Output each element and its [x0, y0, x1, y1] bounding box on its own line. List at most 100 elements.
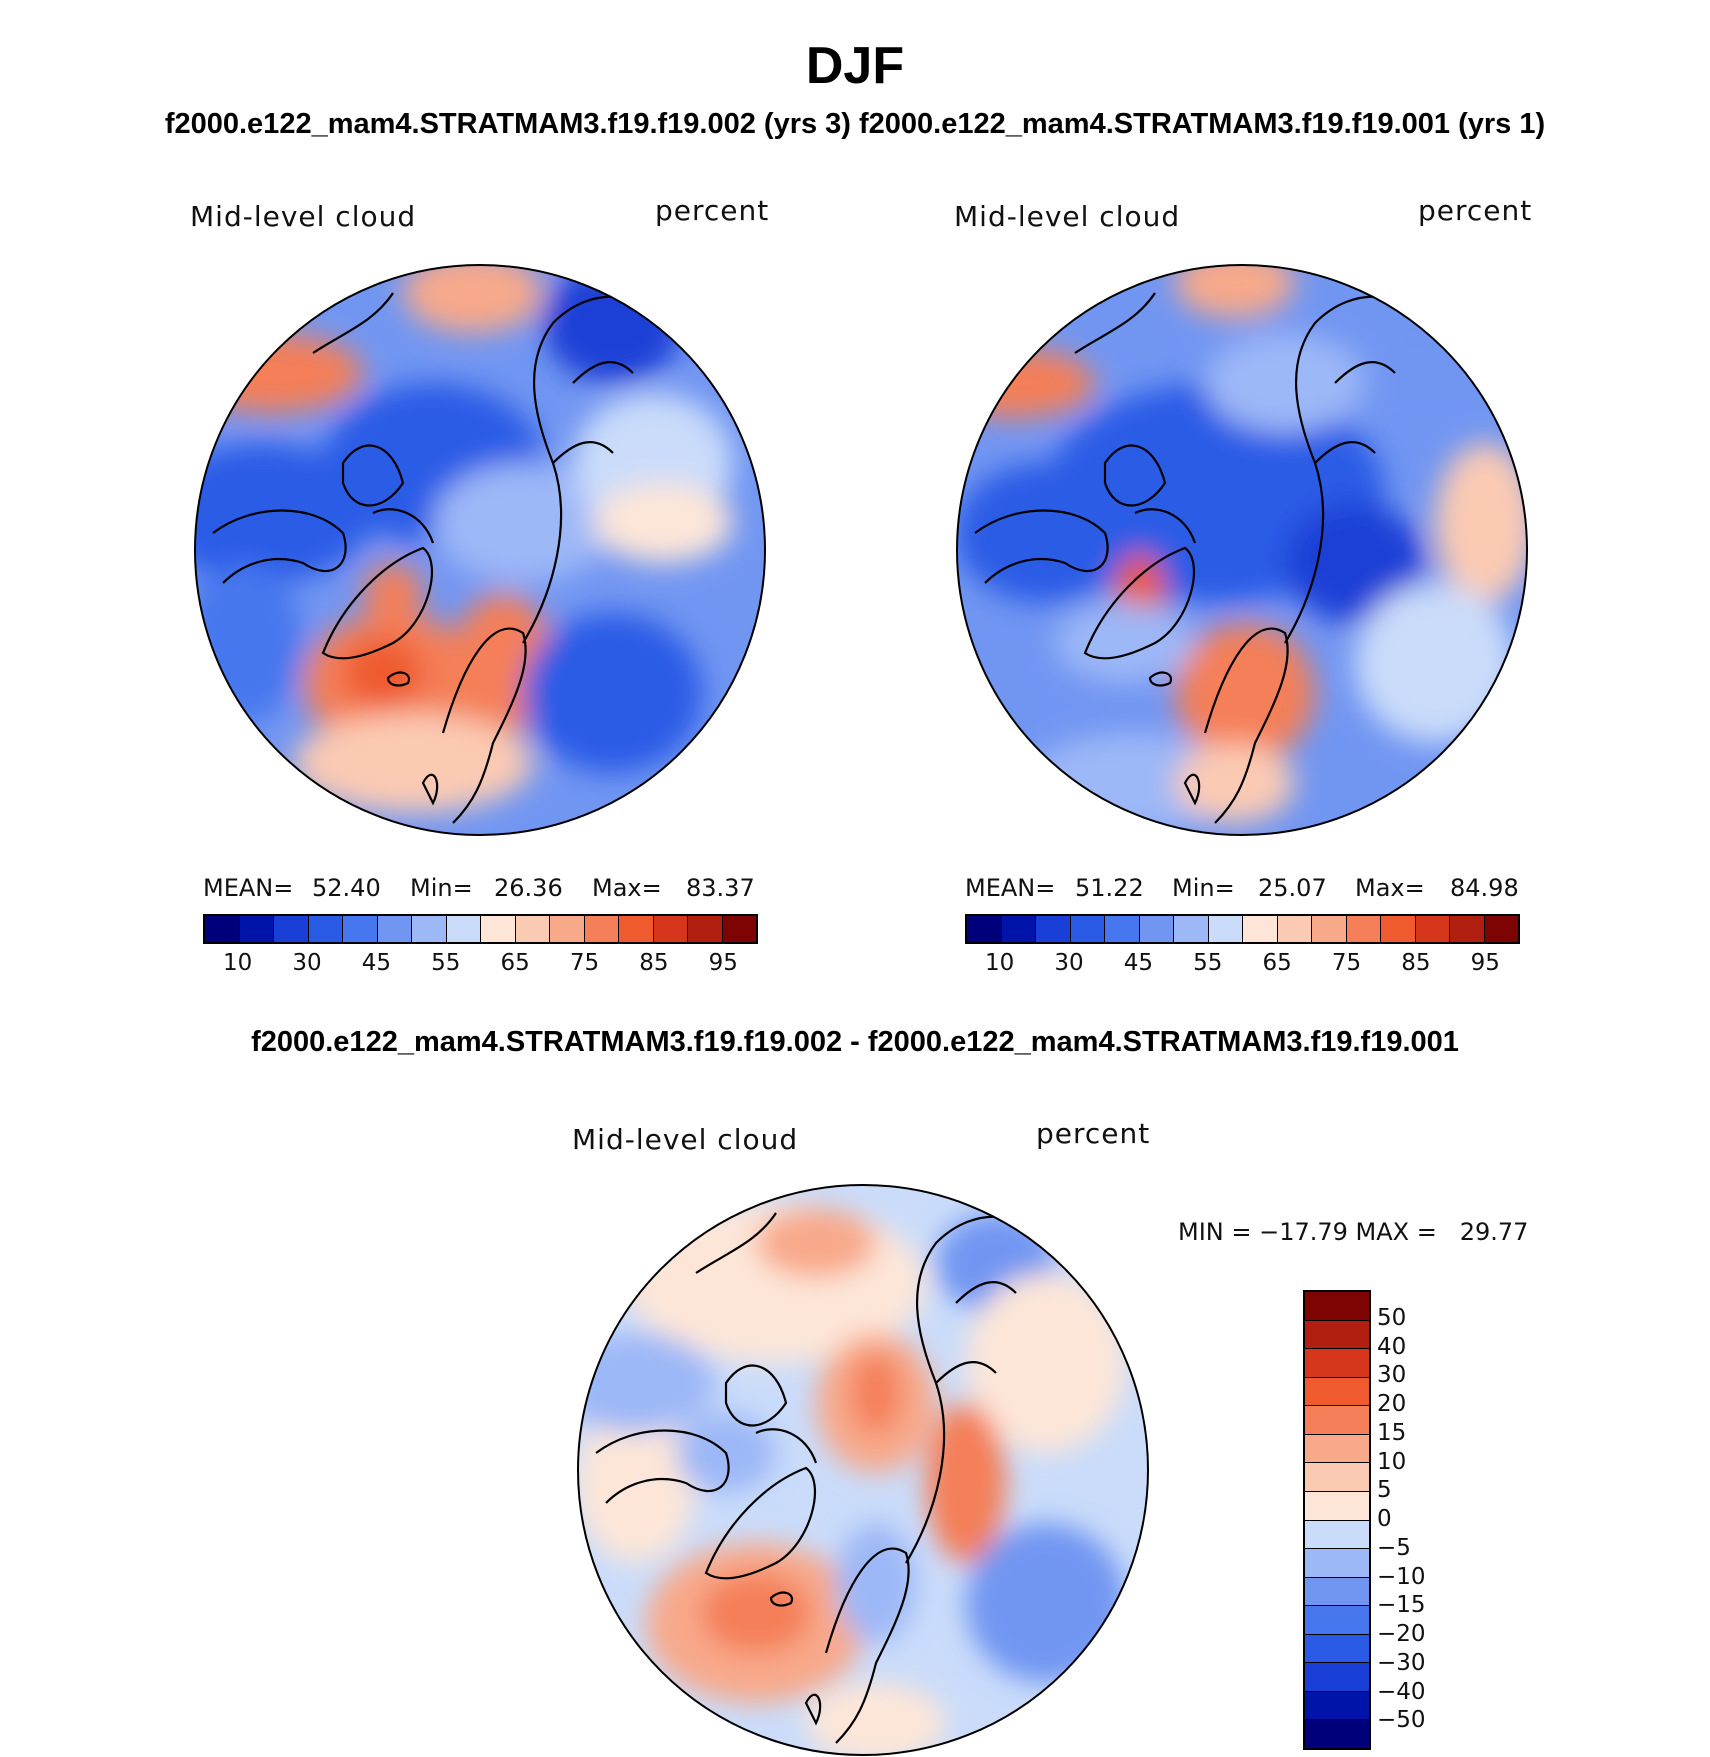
left-colorbar-swatch	[274, 916, 309, 942]
diff-colorbar-swatch	[1305, 1549, 1369, 1578]
right-coast-archipelago	[1103, 444, 1197, 544]
diff-colorbar-tick-label: 10	[1377, 1448, 1407, 1475]
left-colorbar-swatch	[619, 916, 654, 942]
diff-colorbar-swatch	[1305, 1377, 1369, 1407]
right-colorbar-tick-label: 75	[1331, 950, 1362, 976]
right-coast-northamerica	[974, 509, 1109, 584]
right-colorbar-swatch	[1139, 916, 1174, 942]
diff-colorbar-swatch	[1305, 1292, 1369, 1321]
diff-title: f2000.e122_mam4.STRATMAM3.f19.f19.002 - …	[251, 1026, 1459, 1058]
right-min-label: Min=	[1172, 874, 1235, 902]
right-field-peach-south	[1175, 743, 1295, 823]
diff-field-peach-south	[806, 1683, 946, 1755]
right-colorbar-swatch	[1070, 916, 1105, 942]
right-coast-uk	[1183, 773, 1201, 806]
right-colorbar-swatch	[1001, 916, 1036, 942]
right-field-light-se	[1355, 583, 1515, 743]
diff-minmax: MIN = −17.79 MAX = 29.77	[1178, 1218, 1529, 1246]
right-mean-value: 51.22	[1075, 874, 1144, 902]
right-colorbar-swatch	[1174, 916, 1209, 942]
diff-colorbar-tick-label: −20	[1377, 1621, 1426, 1647]
page-title: DJF	[805, 37, 905, 95]
left-colorbar-tick-label: 85	[639, 950, 669, 976]
right-field-light-ne	[1365, 303, 1465, 383]
diff-coast-uk	[804, 1693, 822, 1726]
left-mean-value: 52.40	[312, 874, 381, 902]
diff-colorbar-swatch	[1305, 1520, 1369, 1550]
left-min-value: 26.36	[494, 874, 563, 902]
diff-field-peach-east	[966, 1273, 1126, 1453]
left-coast-alaska	[312, 292, 394, 354]
left-min-label: Min=	[410, 874, 473, 902]
diff-colorbar-tick-label: −5	[1377, 1534, 1411, 1561]
right-max-label: Max=	[1355, 874, 1425, 902]
right-variable-label: Mid-level cloud	[954, 200, 1181, 233]
left-colorbar-tick-label: 55	[431, 950, 461, 976]
right-units-label: percent	[1418, 194, 1533, 227]
right-field-blue-west	[957, 463, 1135, 603]
diff-field-blue-west	[578, 1333, 716, 1433]
diff-field-blue-scand	[836, 1523, 916, 1643]
diff-colorbar-swatch	[1305, 1577, 1369, 1607]
right-coast-greenland	[1083, 546, 1195, 660]
diff-colorbar-tick-label: −30	[1377, 1649, 1426, 1676]
diff-colorbar-tick-label: 20	[1377, 1391, 1407, 1417]
left-colorbar-swatch	[584, 916, 619, 942]
diff-units-label: percent	[1036, 1117, 1151, 1150]
diff-colorbar-tick-label: 30	[1377, 1362, 1407, 1389]
left-coast-uk	[421, 773, 439, 806]
diff-coast-scandinavia	[824, 1547, 910, 1744]
left-field-blue-sw	[195, 563, 303, 723]
left-max-value: 83.37	[686, 874, 755, 902]
diff-colorbar-swatch	[1305, 1320, 1369, 1350]
left-colorbar-tick-label: 30	[292, 950, 322, 976]
right-field-red-atlantic	[1175, 623, 1315, 763]
diff-colorbar-tick-label: −40	[1377, 1678, 1426, 1705]
diff-colorbar-tick-label: 0	[1377, 1506, 1392, 1532]
diff-colorbar-swatch	[1305, 1491, 1369, 1521]
left-colorbar-swatch	[239, 916, 274, 942]
diff-colorbar-tick-label: −50	[1377, 1707, 1426, 1734]
right-colorbar-swatch	[1277, 916, 1312, 942]
diff-colorbar-swatch	[1305, 1406, 1369, 1435]
left-field-peach-north	[403, 265, 543, 333]
diff-coast-iceland	[769, 1591, 794, 1607]
diff-variable-label: Mid-level cloud	[572, 1123, 799, 1156]
left-coast-iceland	[386, 671, 411, 687]
right-colorbar-tick-label: 30	[1054, 950, 1084, 976]
right-field-red-pacific	[957, 348, 1095, 418]
diff-field-salmon-north	[756, 1208, 876, 1278]
left-polar-map	[194, 264, 766, 836]
right-colorbar-swatch	[1105, 916, 1140, 942]
diff-colorbar-swatch	[1305, 1463, 1369, 1492]
left-field-blue-south	[523, 613, 703, 773]
diff-field-red-atlantic-core	[701, 1573, 811, 1653]
right-coast-siberia	[1314, 361, 1396, 464]
diff-field-blue-se	[966, 1523, 1126, 1683]
diff-colorbar-tick-label: −15	[1377, 1592, 1426, 1619]
diff-coast-northamerica	[595, 1429, 730, 1504]
right-colorbar-swatch	[967, 916, 1002, 942]
diff-field-red-siberia	[926, 1403, 1006, 1563]
left-colorbar-swatch	[722, 916, 756, 942]
left-units-label: percent	[655, 194, 770, 227]
right-colorbar-swatch	[1484, 916, 1518, 942]
left-colorbar-swatch	[205, 916, 240, 942]
diff-colorbar-tick-label: 15	[1377, 1419, 1407, 1446]
left-coast-siberia	[552, 361, 634, 464]
right-field-peach-north	[1175, 265, 1295, 318]
left-variable-label: Mid-level cloud	[190, 200, 417, 233]
left-field-blue-ne	[543, 265, 683, 383]
right-colorbar-tick-label: 85	[1401, 950, 1431, 976]
diff-colorbar-swatch	[1305, 1349, 1369, 1378]
diff-colorbar-swatch	[1305, 1691, 1369, 1721]
right-colorbar-swatch	[1208, 916, 1243, 942]
right-colorbar-swatch	[1415, 916, 1450, 942]
diff-polar-map	[577, 1184, 1149, 1756]
left-coast-greenland	[321, 546, 433, 660]
left-colorbar-tick-label: 95	[708, 950, 738, 976]
left-colorbar-swatch	[343, 916, 378, 942]
right-colorbar-tick-label: 45	[1123, 950, 1154, 976]
right-colorbar-tick-label: 10	[985, 950, 1015, 976]
diff-colorbar	[1303, 1290, 1371, 1750]
